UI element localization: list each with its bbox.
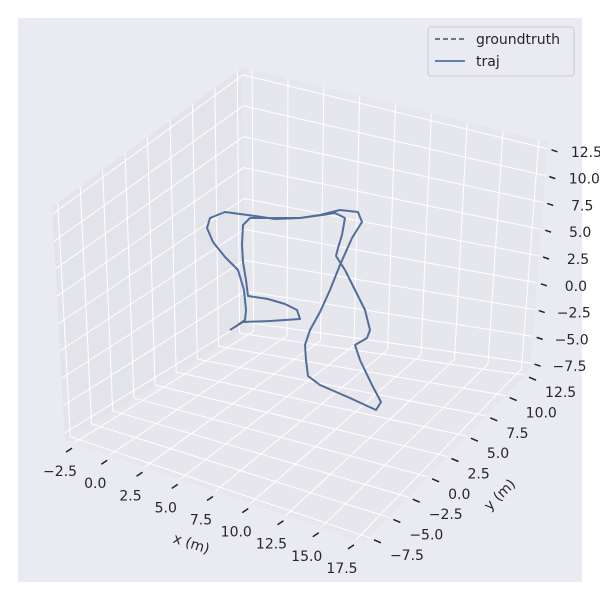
x-tick [241, 507, 249, 514]
y-tick [431, 478, 440, 483]
x-tick-label: 0.0 [84, 476, 106, 492]
legend: groundtruth traj [427, 26, 575, 77]
grid-line [55, 136, 244, 270]
grid-line [218, 345, 506, 397]
grid-line [249, 354, 422, 504]
y-tick-label: 10.0 [526, 406, 557, 422]
y-tick-label: −2.5 [429, 507, 463, 523]
groundtruth-line [206, 209, 382, 412]
grid-line [169, 120, 177, 373]
y-tick [489, 417, 498, 422]
z-tick [551, 149, 558, 153]
x-tick-label: 2.5 [119, 488, 141, 504]
z-tick-label: −7.5 [553, 359, 587, 375]
z-tick [540, 283, 548, 287]
x-tick-label: 7.5 [190, 513, 212, 529]
grid-line [239, 332, 526, 376]
y-tick [528, 376, 537, 381]
y-tick-label: −7.5 [390, 548, 424, 564]
grid-line [285, 359, 455, 517]
x-tick [206, 495, 214, 502]
y-tick-label: 2.5 [468, 467, 490, 483]
x-tick-label: −2.5 [43, 464, 77, 480]
z-tick [546, 202, 554, 207]
x-tick [171, 483, 179, 490]
grid-line [58, 198, 245, 324]
grid-line [56, 167, 245, 297]
y-tick [393, 518, 401, 524]
y-tick [509, 396, 517, 402]
x-tick [136, 471, 143, 477]
y-tick-label: −5.0 [409, 527, 443, 543]
grid-line [214, 87, 219, 347]
z-tick-label: 5.0 [569, 225, 591, 241]
grid-line [453, 122, 468, 360]
x-tick-label: 12.5 [256, 537, 287, 553]
x-tick-label: 15.0 [291, 549, 322, 565]
grid-line [243, 198, 540, 257]
grid-line [420, 113, 432, 355]
z-tick-label: 0.0 [565, 279, 587, 295]
grid-line [154, 384, 448, 457]
grid-line [243, 105, 546, 177]
legend-label-groundtruth: groundtruth [476, 32, 560, 48]
grid-line [236, 71, 241, 334]
z-tick [536, 336, 543, 341]
y-tick-label: 12.5 [545, 385, 576, 401]
x-tick-label: 10.0 [221, 525, 252, 541]
z-tick [534, 363, 541, 367]
y-tick [470, 437, 479, 442]
y-tick [412, 498, 421, 503]
grid-line [52, 74, 244, 215]
x-tick [65, 447, 73, 453]
grid-line [242, 74, 548, 150]
x-tick-label: 5.0 [155, 500, 177, 516]
grid-line [520, 139, 540, 369]
legend-label-traj: traj [476, 54, 500, 70]
legend-box [427, 26, 575, 77]
y-tick [373, 539, 382, 544]
y-tick-label: 0.0 [448, 487, 470, 503]
z-tick-label: 12.5 [571, 145, 600, 161]
x-tick [312, 532, 320, 538]
grid-line [243, 136, 544, 203]
floor-pane [65, 330, 530, 543]
z-tick-label: 10.0 [569, 172, 600, 188]
y-tick-label: 7.5 [506, 426, 528, 442]
z-tick [542, 256, 550, 260]
z-tick [544, 229, 552, 233]
grid-line [487, 130, 504, 365]
x-tick [277, 520, 284, 526]
x-tick-label: 17.5 [326, 561, 357, 577]
grid-line [355, 368, 522, 541]
z-tick-label: 7.5 [571, 198, 593, 214]
right-pane [243, 67, 548, 370]
x-tick [347, 544, 355, 550]
grid-line [197, 358, 487, 417]
grid-line [191, 104, 198, 360]
y-tick [451, 457, 459, 463]
x-tick [100, 459, 108, 465]
grid-line [53, 105, 244, 242]
grid-line [176, 371, 467, 437]
z-tick [549, 175, 556, 180]
grid-line [320, 363, 489, 529]
grid-line [243, 167, 542, 230]
z-tick [538, 309, 546, 314]
z-tick-label: −2.5 [557, 306, 591, 322]
z-tick-label: −5.0 [555, 332, 589, 348]
y-tick-label: 5.0 [487, 446, 509, 462]
z-tick-label: 2.5 [567, 252, 589, 268]
